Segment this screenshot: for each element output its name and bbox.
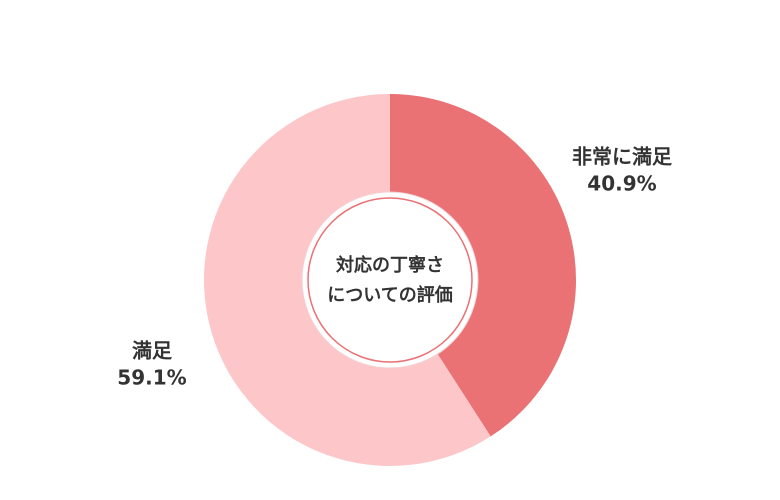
value-label: 40.9% xyxy=(587,172,656,196)
donut-hole xyxy=(301,191,479,369)
center-label: についての評価 xyxy=(327,284,452,306)
inner-ring xyxy=(307,197,473,363)
value-label: 59.1% xyxy=(117,366,186,390)
slice-label: 満足 xyxy=(132,339,173,363)
center-label: 対応の丁寧さ xyxy=(335,254,444,276)
slice-label: 非常に満足 xyxy=(572,145,673,169)
